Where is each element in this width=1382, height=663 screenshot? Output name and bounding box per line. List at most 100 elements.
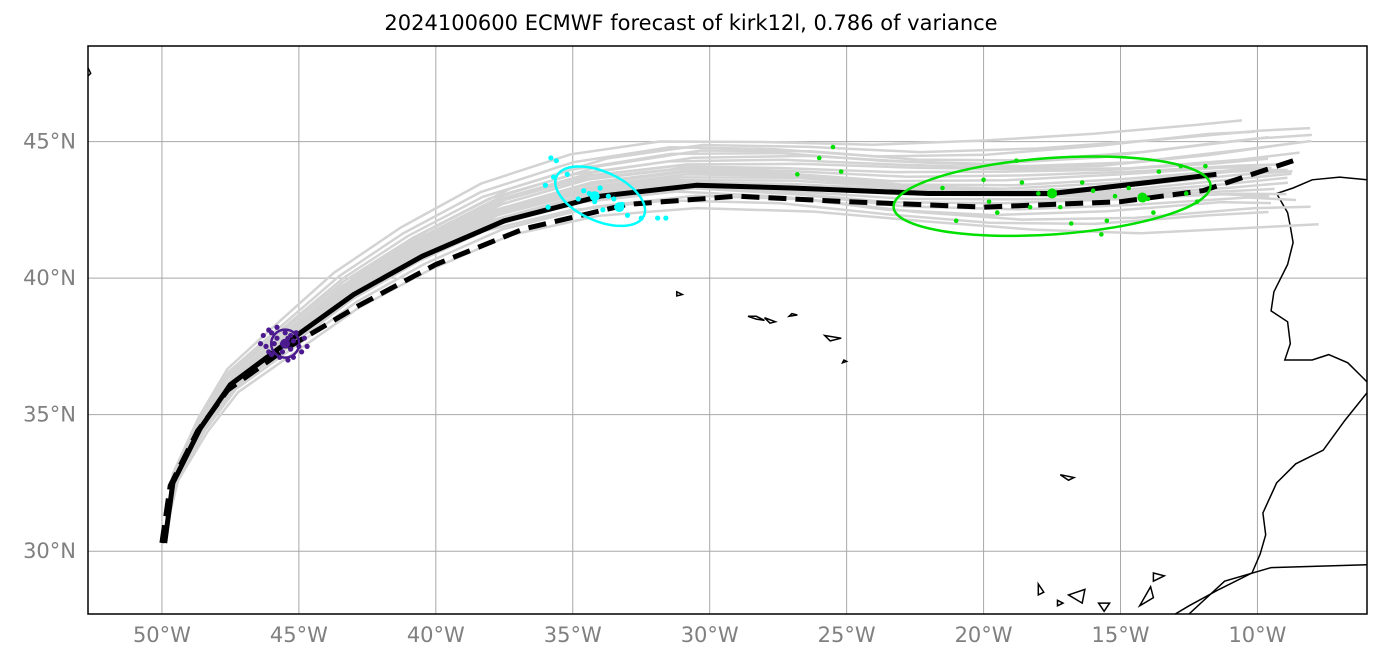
day1-position — [288, 346, 294, 352]
day4-position — [1183, 191, 1189, 196]
day2-position — [553, 158, 559, 164]
day4-position — [795, 172, 800, 177]
plot-frame — [87, 45, 1368, 615]
day2-position — [663, 215, 669, 221]
day4-position — [830, 144, 836, 150]
azores-island — [676, 290, 685, 297]
day2-position — [542, 182, 548, 188]
ensemble-track — [163, 119, 1243, 535]
day1-position — [260, 332, 266, 339]
day2-mean-alt — [614, 202, 625, 213]
day4-position — [986, 199, 992, 204]
day1-position — [268, 330, 275, 336]
azores-island — [841, 358, 849, 365]
main-tracks — [159, 158, 1294, 544]
axis-tick-labels: 50°W 45°W 40°W 35°W 30°W 25°W 20°W 15°W 10°W 30°N… — [23, 130, 1287, 647]
day2-position — [597, 185, 603, 191]
ensemble-track — [163, 168, 1288, 536]
day1-position — [304, 343, 310, 349]
ensemble-track — [163, 176, 1288, 536]
deterministic-track — [162, 171, 1217, 544]
day4-position — [940, 185, 945, 191]
lon-tick-label: 15°W — [1092, 623, 1150, 647]
day4-position — [1156, 169, 1162, 174]
day1-position — [290, 338, 297, 344]
day2-position — [564, 171, 570, 177]
lon-tick-label: 20°W — [955, 623, 1013, 647]
day2-position — [611, 196, 617, 202]
day4-position — [1057, 204, 1063, 210]
day4-ellipse — [892, 155, 1212, 238]
day1-position — [266, 349, 272, 355]
canary-island — [1037, 581, 1045, 597]
canary-island — [1152, 572, 1167, 583]
day1-position — [282, 330, 288, 336]
lon-tick-label: 30°W — [681, 623, 739, 647]
day1-position — [299, 349, 305, 355]
day1-position — [257, 341, 264, 347]
africa-coastline — [1188, 564, 1367, 614]
ensemble-track — [163, 157, 1269, 536]
day4-position — [1036, 191, 1041, 196]
day4-position — [838, 169, 844, 174]
ensemble-track — [163, 169, 1285, 536]
azores-island — [822, 334, 842, 342]
day4-position — [1019, 180, 1025, 185]
madeira-island — [1059, 473, 1077, 482]
ensemble-track — [163, 172, 1292, 536]
day4-position — [953, 218, 959, 224]
day4-position — [981, 177, 986, 183]
day2-position — [545, 204, 551, 210]
ensemble-track — [163, 181, 1289, 536]
lon-tick-label: 40°W — [407, 623, 465, 647]
azores-island — [786, 312, 798, 318]
day4-position — [1090, 188, 1096, 194]
day4-position — [994, 210, 1000, 215]
day4-position — [1203, 163, 1208, 169]
iberia-coastline — [1270, 176, 1367, 383]
lon-tick-label: 10°W — [1228, 623, 1286, 647]
canary-island — [1066, 588, 1086, 605]
day1-position — [263, 343, 269, 349]
map-title: 2024100600 ECMWF forecast of kirk12l, 0.… — [384, 11, 998, 35]
lat-tick-label: 35°N — [23, 403, 76, 427]
day2-position — [548, 155, 554, 161]
day4-position — [816, 155, 822, 161]
lon-tick-label: 25°W — [818, 623, 876, 647]
ensemble-track — [163, 183, 1275, 536]
ensemble-track — [163, 162, 1288, 536]
azores-island — [747, 315, 765, 322]
day2-position — [600, 207, 606, 213]
ensemble-track — [163, 206, 1319, 536]
day2-position — [624, 212, 631, 218]
day1-position — [274, 335, 280, 341]
day4-position — [1068, 221, 1074, 226]
day4-mean — [1047, 188, 1058, 199]
ensemble-track — [163, 199, 1269, 536]
lon-tick-label: 35°W — [544, 623, 602, 647]
day2-mean — [589, 191, 600, 202]
gridlines — [88, 46, 1367, 614]
ensemble-track — [163, 184, 1287, 536]
ensemble-track — [163, 184, 1270, 536]
lon-tick-label: 45°W — [270, 623, 328, 647]
day1-position — [271, 341, 277, 347]
lat-tick-label: 40°N — [23, 266, 76, 290]
day4-position — [1027, 204, 1033, 210]
day4-position — [1112, 193, 1118, 199]
day1-position — [301, 335, 307, 341]
day4-position — [1104, 218, 1110, 224]
ensemble-track — [163, 187, 1296, 536]
lat-tick-label: 30°N — [23, 539, 76, 563]
day2-ellipse — [553, 165, 647, 228]
lat-tick-label: 45°N — [23, 130, 76, 154]
day4-position — [1126, 185, 1132, 191]
position-markers — [257, 144, 1212, 363]
day2-position — [575, 196, 581, 202]
day2-position — [581, 188, 587, 194]
ensemble-track — [163, 194, 1311, 536]
azores-island — [763, 316, 778, 325]
lon-tick-label: 50°W — [133, 623, 191, 647]
day1-mean — [280, 338, 291, 349]
